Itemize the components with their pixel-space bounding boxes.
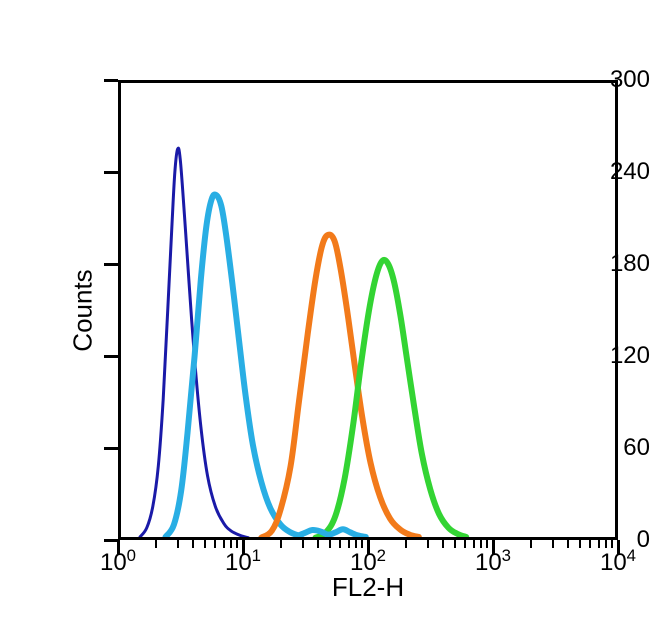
x-minor-tick [348,540,350,548]
x-minor-tick [355,540,357,548]
series-baseline-skyblue [297,529,366,537]
x-minor-tick [464,540,466,548]
x-minor-tick [605,540,607,548]
x-minor-tick [567,540,569,548]
x-minor-tick [236,540,238,548]
x-minor-tick [302,540,304,548]
x-tick-label: 102 [350,546,386,577]
x-minor-tick [480,540,482,548]
y-tick-label: 120 [552,342,650,370]
y-tick [104,447,118,450]
x-minor-tick [214,540,216,548]
x-minor-tick [177,540,179,548]
x-tick-label: 100 [100,546,136,577]
x-minor-tick [155,540,157,548]
x-minor-tick [317,540,319,548]
x-minor-tick [579,540,581,548]
y-tick [104,79,118,82]
x-minor-tick [454,540,456,548]
x-minor-tick [223,540,225,548]
x-minor-tick [329,540,331,548]
x-minor-tick [405,540,407,548]
y-tick [104,355,118,358]
x-minor-tick [442,540,444,548]
x-tick-label: 101 [225,546,261,577]
x-minor-tick [598,540,600,548]
x-minor-tick [280,540,282,548]
x-minor-tick [552,540,554,548]
y-tick-label: 240 [552,158,650,186]
x-minor-tick [230,540,232,548]
x-minor-tick [589,540,591,548]
x-tick-label: 103 [475,546,511,577]
x-minor-tick [530,540,532,548]
y-tick [104,263,118,266]
x-minor-tick [486,540,488,548]
x-minor-tick [361,540,363,548]
y-tick-label: 180 [552,250,650,278]
series-peak4-green [315,260,466,538]
chart-container: Counts FL2-H 060120180240300100101102103… [0,0,650,637]
x-minor-tick [427,540,429,548]
x-minor-tick [192,540,194,548]
x-minor-tick [611,540,613,548]
y-tick-label: 300 [552,66,650,94]
y-tick-label: 60 [552,434,650,462]
y-tick [104,171,118,174]
x-minor-tick [204,540,206,548]
x-minor-tick [473,540,475,548]
x-minor-tick [339,540,341,548]
x-tick-label: 104 [600,546,636,577]
